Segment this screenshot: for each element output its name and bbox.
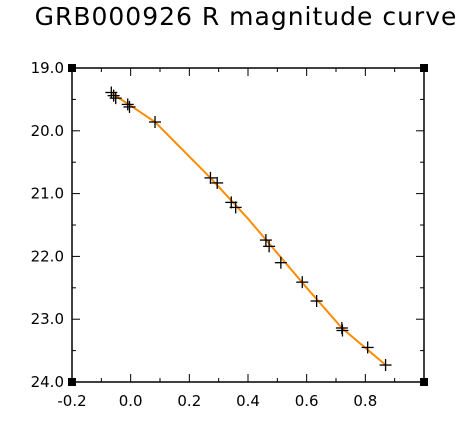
data-point: [310, 294, 323, 307]
y-tick-label: 19.0: [31, 59, 64, 77]
data-point: [296, 276, 309, 289]
x-tick-label: 0.0: [119, 392, 143, 410]
data-point: [149, 116, 162, 129]
fit-line-layer: [110, 92, 387, 366]
data-point: [107, 89, 120, 102]
x-tick-label: 0.4: [236, 392, 260, 410]
data-point: [263, 240, 276, 253]
fit-line: [110, 92, 387, 366]
x-tick-label: 0.2: [177, 392, 201, 410]
data-point: [204, 171, 217, 184]
y-tick-label: 24.0: [31, 373, 64, 391]
data-point: [121, 98, 134, 111]
y-tick-label: 22.0: [31, 247, 64, 265]
x-tick-label: 0.8: [353, 392, 377, 410]
data-point: [361, 341, 374, 354]
x-tick-label: -0.2: [57, 392, 86, 410]
y-tick-label: 21.0: [31, 185, 64, 203]
data-point: [123, 100, 136, 113]
data-point: [229, 201, 242, 214]
chart-title: GRB000926 R magnitude curve: [35, 2, 458, 31]
x-tick-label: 0.6: [295, 392, 319, 410]
data-point: [109, 92, 122, 105]
y-tick-label: 20.0: [31, 122, 64, 140]
data-point: [379, 359, 392, 372]
plot-border: [71, 67, 425, 383]
data-point: [274, 256, 287, 269]
y-tick-label: 23.0: [31, 310, 64, 328]
data-point: [211, 176, 224, 189]
data-points-layer: [105, 86, 392, 372]
data-point: [259, 234, 272, 247]
data-point: [336, 324, 349, 337]
plot-axes: -0.2 0.0 0.2 0.4 0.6 0.8 19.0 20.0 21.0 22.0 23.0 2…: [31, 59, 428, 410]
